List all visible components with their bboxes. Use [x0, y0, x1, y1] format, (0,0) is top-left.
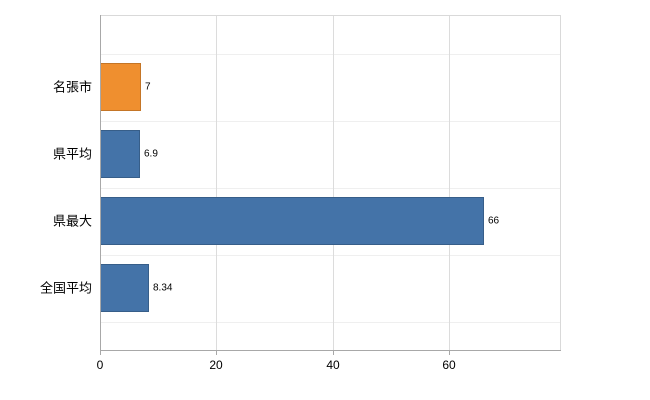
x-tick-label: 60 [442, 358, 456, 372]
h-gridline [100, 187, 560, 189]
v-gridline [333, 16, 334, 351]
x-tick-mark [100, 350, 101, 355]
bar-県最大 [100, 197, 484, 245]
plot-area: 7 6.9 66 8.34 [100, 15, 561, 351]
v-gridline [449, 16, 450, 351]
bar-名張市 [100, 63, 141, 111]
bar-value-label: 7 [145, 81, 151, 93]
x-tick-mark [449, 350, 450, 355]
h-gridline [100, 254, 560, 256]
bar-value-label: 66 [488, 215, 500, 227]
y-axis-line [100, 15, 101, 351]
h-gridline [100, 120, 560, 122]
v-gridline [216, 16, 217, 351]
x-axis-line [100, 350, 561, 351]
x-tick-label: 20 [209, 358, 223, 372]
x-tick-label: 0 [96, 358, 104, 372]
h-gridline [100, 53, 560, 55]
bar-県平均 [100, 130, 140, 178]
category-label: 県最大 [52, 213, 92, 229]
bar-value-label: 8.34 [153, 282, 173, 294]
category-label: 全国平均 [39, 280, 92, 296]
category-label: 名張市 [52, 79, 92, 95]
x-tick-mark [216, 350, 217, 355]
h-gridline [100, 321, 560, 323]
x-tick-mark [333, 350, 334, 355]
category-label: 県平均 [52, 146, 92, 162]
x-tick-label: 40 [326, 358, 340, 372]
bar-value-label: 6.9 [144, 148, 158, 160]
